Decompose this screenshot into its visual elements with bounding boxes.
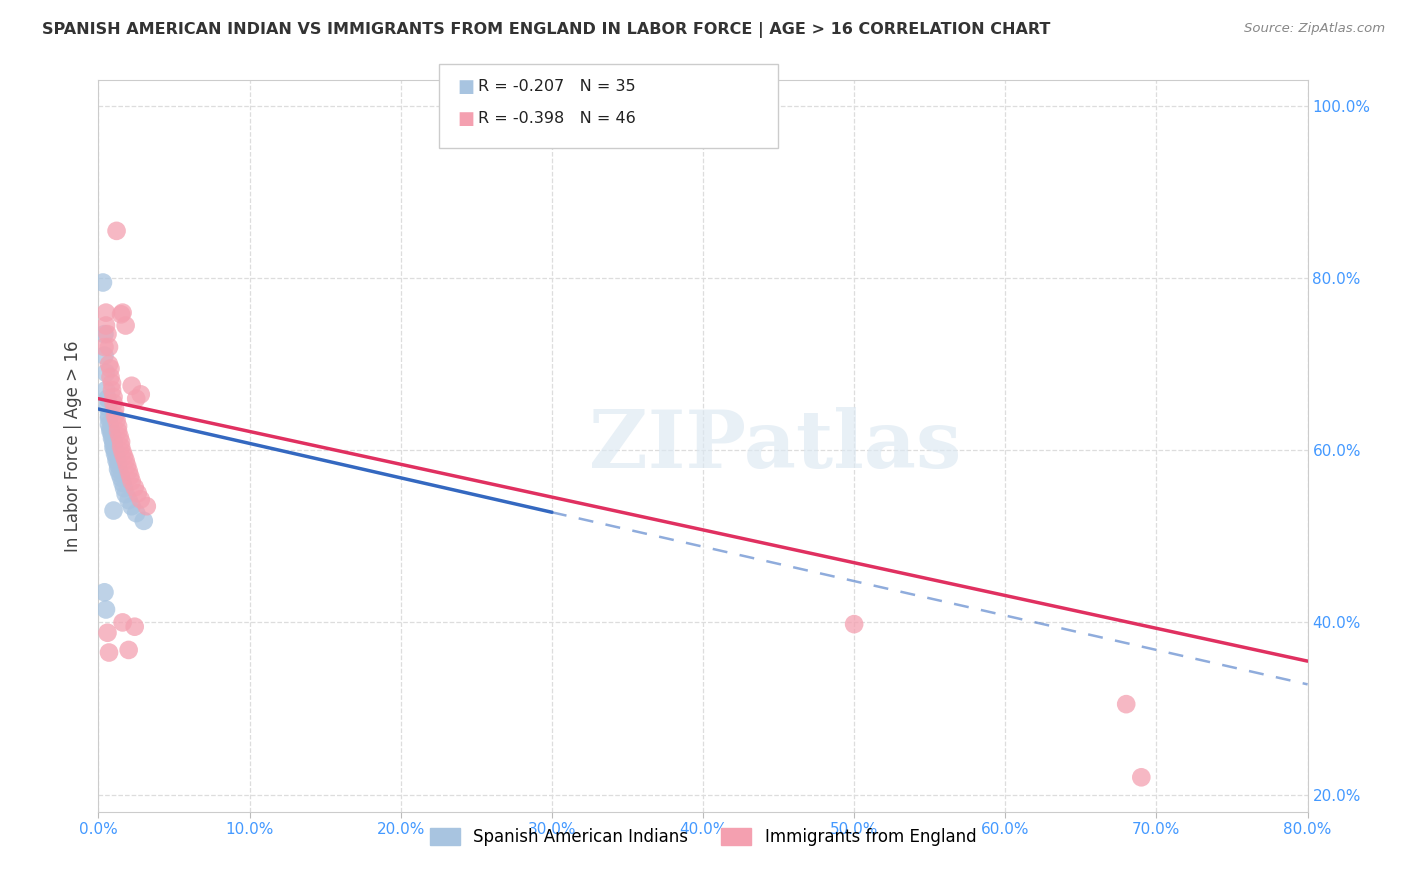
- Text: SPANISH AMERICAN INDIAN VS IMMIGRANTS FROM ENGLAND IN LABOR FORCE | AGE > 16 COR: SPANISH AMERICAN INDIAN VS IMMIGRANTS FR…: [42, 22, 1050, 38]
- Point: [111, 305, 134, 319]
- Point: [105, 450, 128, 465]
- Point: [125, 392, 148, 406]
- Point: [112, 481, 135, 495]
- Point: [110, 307, 132, 321]
- Point: [105, 453, 128, 467]
- Point: [1130, 770, 1153, 784]
- Point: [94, 305, 117, 319]
- Point: [132, 514, 155, 528]
- Point: [118, 464, 141, 478]
- Point: [118, 643, 141, 657]
- Text: Source: ZipAtlas.com: Source: ZipAtlas.com: [1244, 22, 1385, 36]
- Point: [93, 585, 115, 599]
- Point: [110, 440, 132, 454]
- Point: [100, 370, 122, 384]
- Point: [103, 441, 125, 455]
- Point: [105, 224, 128, 238]
- Point: [93, 327, 115, 342]
- Point: [110, 434, 132, 449]
- Point: [111, 615, 134, 630]
- Point: [101, 427, 124, 442]
- Point: [127, 486, 149, 500]
- Point: [96, 327, 118, 342]
- Point: [121, 475, 143, 489]
- Point: [98, 340, 121, 354]
- Point: [100, 422, 122, 436]
- Point: [94, 602, 117, 616]
- Point: [108, 467, 131, 481]
- Point: [107, 419, 129, 434]
- Legend: Spanish American Indians, Immigrants from England: Spanish American Indians, Immigrants fro…: [422, 820, 984, 855]
- Point: [98, 417, 121, 432]
- Point: [93, 349, 115, 363]
- Text: ■: ■: [457, 78, 474, 95]
- Point: [120, 469, 142, 483]
- Point: [125, 506, 148, 520]
- Text: R = -0.207   N = 35: R = -0.207 N = 35: [478, 79, 636, 94]
- Point: [112, 450, 135, 464]
- Point: [121, 500, 143, 514]
- Point: [124, 480, 146, 494]
- Point: [107, 458, 129, 472]
- Point: [111, 445, 134, 459]
- Point: [103, 390, 125, 404]
- Point: [94, 318, 117, 333]
- Point: [98, 409, 121, 423]
- Point: [110, 471, 132, 485]
- Point: [98, 646, 121, 660]
- Point: [105, 413, 128, 427]
- Point: [104, 447, 127, 461]
- Point: [103, 503, 125, 517]
- Point: [1115, 697, 1137, 711]
- Point: [100, 425, 122, 439]
- Point: [114, 487, 136, 501]
- Point: [94, 366, 117, 380]
- Point: [100, 361, 122, 376]
- Point: [103, 437, 125, 451]
- Point: [93, 340, 115, 354]
- Point: [844, 617, 866, 632]
- Point: [91, 276, 114, 290]
- Point: [115, 458, 138, 473]
- Point: [101, 383, 124, 397]
- Point: [104, 409, 127, 423]
- Point: [121, 378, 143, 392]
- Point: [108, 429, 131, 443]
- Point: [98, 357, 121, 371]
- Y-axis label: In Labor Force | Age > 16: In Labor Force | Age > 16: [65, 340, 83, 552]
- Point: [111, 475, 134, 490]
- Text: R = -0.398   N = 46: R = -0.398 N = 46: [478, 112, 636, 126]
- Text: ZIPatlas: ZIPatlas: [589, 407, 962, 485]
- Point: [96, 392, 118, 406]
- Point: [101, 376, 124, 391]
- Point: [114, 318, 136, 333]
- Point: [129, 492, 152, 507]
- Point: [98, 411, 121, 425]
- Point: [124, 620, 146, 634]
- Point: [103, 396, 125, 410]
- Point: [129, 387, 152, 401]
- Point: [101, 431, 124, 445]
- Text: ■: ■: [457, 110, 474, 128]
- Point: [104, 443, 127, 458]
- Point: [118, 493, 141, 508]
- Point: [114, 453, 136, 467]
- Point: [96, 401, 118, 415]
- Point: [107, 425, 129, 439]
- Point: [96, 625, 118, 640]
- Point: [107, 462, 129, 476]
- Point: [104, 402, 127, 417]
- Point: [103, 434, 125, 449]
- Point: [94, 383, 117, 397]
- Point: [135, 500, 157, 514]
